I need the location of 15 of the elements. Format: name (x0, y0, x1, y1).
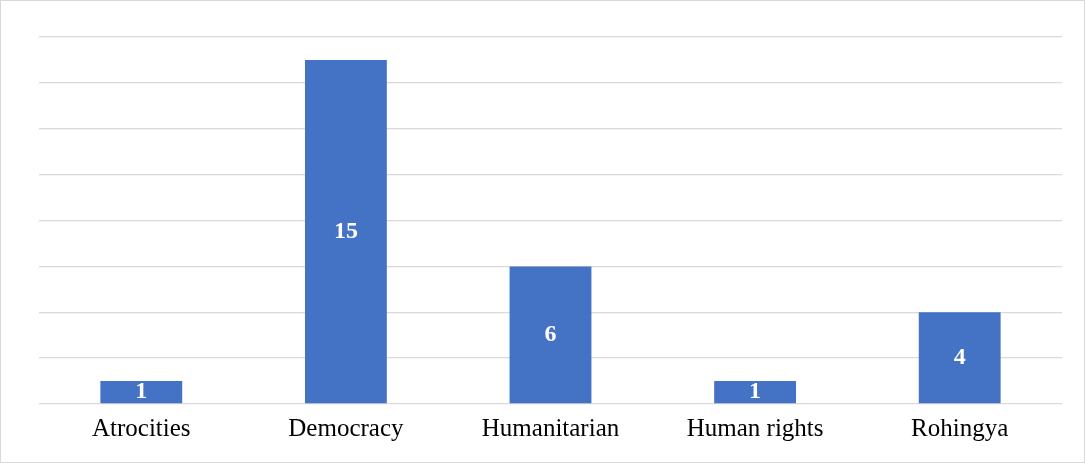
x-tick-label: Atrocities (92, 413, 191, 441)
x-tick-label: Democracy (288, 413, 404, 441)
data-label: 1 (135, 377, 148, 404)
data-label: 15 (333, 216, 358, 243)
bar (509, 266, 592, 404)
bar (304, 59, 387, 404)
x-tick-label: Human rights (686, 413, 824, 441)
bar (100, 381, 183, 404)
bar (918, 312, 1001, 404)
data-label: 1 (749, 377, 762, 404)
data-label: 6 (544, 320, 557, 347)
bar (714, 381, 797, 404)
x-tick-label: Rohingya (911, 413, 1009, 441)
x-tick-label: Humanitarian (481, 413, 620, 441)
data-label: 4 (953, 343, 966, 369)
